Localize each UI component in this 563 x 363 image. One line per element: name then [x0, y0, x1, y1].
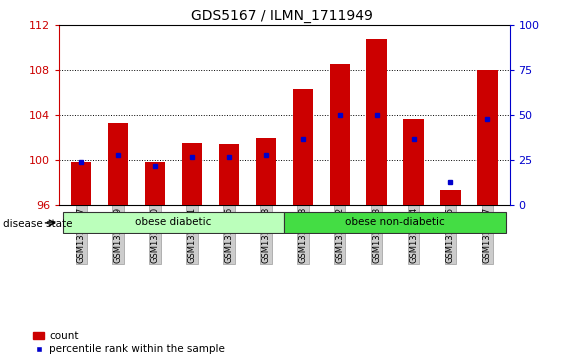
- FancyBboxPatch shape: [63, 212, 284, 233]
- Bar: [182, 143, 202, 205]
- Text: GDS5167 / ILMN_1711949: GDS5167 / ILMN_1711949: [190, 9, 373, 23]
- FancyBboxPatch shape: [284, 212, 506, 233]
- Bar: [293, 89, 313, 205]
- Bar: [219, 144, 239, 205]
- Text: obese diabetic: obese diabetic: [135, 217, 212, 227]
- Bar: [71, 162, 91, 205]
- Bar: [145, 162, 166, 205]
- Legend: count, percentile rank within the sample: count, percentile rank within the sample: [33, 331, 225, 354]
- Text: obese non-diabetic: obese non-diabetic: [345, 217, 445, 227]
- Bar: [403, 119, 424, 205]
- Bar: [329, 64, 350, 205]
- Bar: [440, 191, 461, 205]
- Bar: [477, 70, 498, 205]
- Bar: [256, 138, 276, 205]
- Text: disease state: disease state: [3, 219, 72, 229]
- Bar: [367, 39, 387, 205]
- Bar: [108, 123, 128, 205]
